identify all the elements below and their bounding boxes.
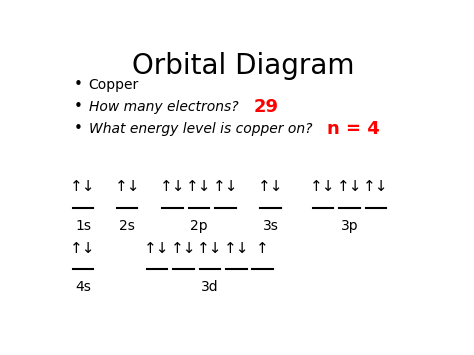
Text: ↑↓: ↑↓ [224, 241, 249, 256]
Text: Copper: Copper [89, 78, 139, 92]
Text: ↑↓: ↑↓ [70, 241, 96, 256]
Text: 3d: 3d [201, 280, 219, 294]
Text: ↑↓: ↑↓ [160, 179, 185, 194]
Text: How many electrons?: How many electrons? [89, 100, 238, 114]
Text: 2p: 2p [190, 219, 208, 233]
Text: ↑↓: ↑↓ [258, 179, 283, 194]
Text: ↑↓: ↑↓ [171, 241, 196, 256]
Text: •: • [74, 121, 83, 136]
Text: 1s: 1s [75, 219, 91, 233]
Text: ↑↓: ↑↓ [212, 179, 238, 194]
Text: ↑↓: ↑↓ [186, 179, 211, 194]
Text: 2s: 2s [119, 219, 135, 233]
Text: ↑↓: ↑↓ [310, 179, 336, 194]
Text: 4s: 4s [75, 280, 91, 294]
Text: 3p: 3p [341, 219, 358, 233]
Text: What energy level is copper on?: What energy level is copper on? [89, 122, 312, 136]
Text: ↑↓: ↑↓ [144, 241, 170, 256]
Text: ↑↓: ↑↓ [197, 241, 223, 256]
Text: 29: 29 [254, 98, 279, 116]
Text: ↑↓: ↑↓ [337, 179, 362, 194]
Text: ↑↓: ↑↓ [363, 179, 389, 194]
Text: •: • [74, 77, 83, 92]
Text: ↑↓: ↑↓ [114, 179, 140, 194]
Text: n = 4: n = 4 [328, 120, 380, 138]
Text: 3s: 3s [263, 219, 278, 233]
Text: ↑↓: ↑↓ [70, 179, 96, 194]
Text: •: • [74, 99, 83, 114]
Text: Orbital Diagram: Orbital Diagram [132, 52, 354, 80]
Text: ↑: ↑ [256, 241, 269, 256]
